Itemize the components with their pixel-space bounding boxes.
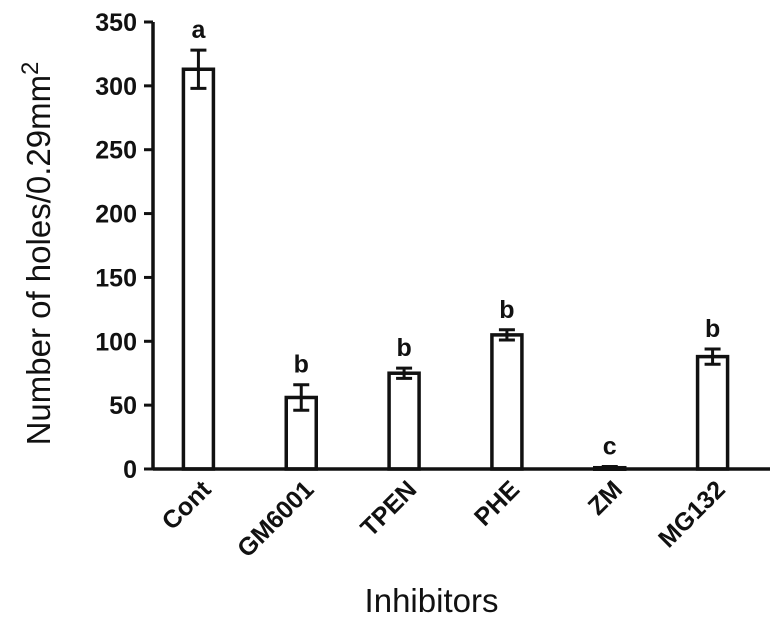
category-label: ZM: [583, 475, 628, 520]
y-axis-ticks: 0 50 100 150 200 250 300 350: [95, 9, 153, 484]
significance-label: b: [705, 315, 720, 343]
y-tick-label: 200: [95, 201, 137, 229]
error-bar-tpen: [396, 366, 413, 380]
category-label: MG132: [653, 475, 731, 553]
bar-mg132: [695, 354, 730, 471]
y-tick-label: 0: [123, 456, 137, 484]
error-bars: [190, 48, 721, 471]
y-axis-title-superscript: 2: [17, 62, 44, 75]
y-tick-label: 300: [95, 73, 137, 101]
significance-label: b: [396, 334, 411, 362]
y-tick-label: 350: [95, 9, 137, 37]
category-label: Cont: [157, 475, 218, 536]
y-tick-label: 100: [95, 328, 137, 356]
category-label: TPEN: [355, 475, 422, 542]
y-axis-title-text: Number of holes/0.29mm: [20, 75, 57, 446]
significance-label: b: [499, 296, 514, 324]
bar-tpen: [387, 371, 421, 471]
significance-labels: a b b b c b: [191, 16, 720, 460]
bar-phe: [490, 333, 524, 471]
bar-cont: [181, 67, 216, 471]
category-label: PHE: [469, 475, 525, 531]
y-tick-label: 250: [95, 137, 137, 165]
significance-label: c: [603, 432, 617, 460]
error-bar-gm6001: [293, 383, 310, 412]
bars: [181, 67, 730, 471]
error-bar-cont: [190, 48, 207, 90]
category-labels: Cont GM6001 TPEN PHE ZM MG132: [157, 475, 731, 563]
error-bar-mg132: [704, 347, 721, 366]
y-tick-label: 50: [109, 392, 137, 420]
x-axis-title: Inhibitors: [365, 582, 499, 619]
error-bar-phe: [498, 328, 515, 342]
significance-label: a: [191, 16, 206, 44]
category-label: GM6001: [232, 475, 320, 563]
y-axis-title: Number of holes/0.29mm2: [17, 62, 57, 446]
y-tick-label: 150: [95, 264, 137, 292]
significance-label: b: [294, 351, 309, 379]
